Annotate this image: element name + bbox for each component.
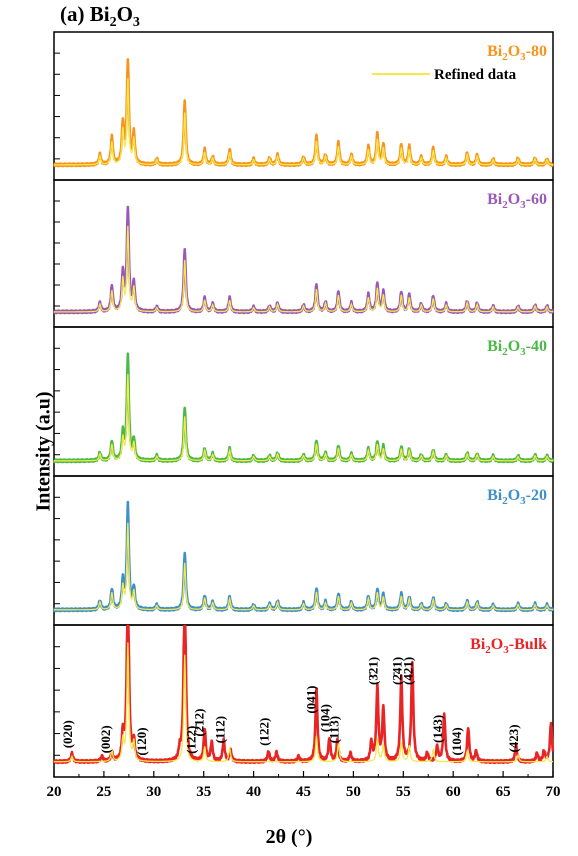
chart-title: (a) Bi2O3 bbox=[60, 2, 140, 31]
peak-index-label: (122) bbox=[184, 726, 199, 754]
x-tick-label: 65 bbox=[496, 784, 511, 800]
peak-index-label: (421) bbox=[400, 657, 415, 685]
x-tick-label: 60 bbox=[446, 784, 461, 800]
refined-line-0 bbox=[54, 77, 554, 166]
x-tick-label: 25 bbox=[96, 784, 111, 800]
refined-line-1 bbox=[54, 225, 554, 313]
peak-index-label: (3̄21) bbox=[365, 657, 380, 685]
panel-label-4: Bi2O3-Bulk bbox=[470, 636, 547, 656]
panel-label-1: Bi2O3-60 bbox=[487, 191, 547, 211]
x-tick-label: 30 bbox=[146, 784, 161, 800]
panel-label-0: Bi2O3-80 bbox=[487, 43, 547, 63]
peak-index-label: (143) bbox=[430, 715, 445, 743]
panel-label-2: Bi2O3-40 bbox=[487, 338, 547, 358]
refined-line-2 bbox=[53, 373, 554, 462]
peak-index-label: (104) bbox=[317, 704, 332, 732]
peak-index-label: (2̄41) bbox=[389, 657, 404, 685]
peak-index-label: (113) bbox=[326, 716, 341, 743]
panel-label-3: Bi2O3-20 bbox=[487, 487, 547, 507]
legend-label: Refined data bbox=[434, 67, 517, 83]
x-tick-label: 40 bbox=[246, 784, 261, 800]
x-tick-label: 35 bbox=[196, 784, 211, 800]
x-axis-label: 2θ (°) bbox=[265, 826, 313, 848]
series-line-4 bbox=[52, 624, 555, 765]
peak-index-label: (120) bbox=[134, 727, 149, 755]
x-tick-label: 70 bbox=[546, 784, 561, 800]
peak-index-label: (112) bbox=[213, 716, 228, 743]
x-tick-label: 50 bbox=[346, 784, 361, 800]
peak-index-label: (104) bbox=[449, 727, 464, 755]
x-tick-label: 20 bbox=[47, 784, 62, 800]
x-tick-label: 55 bbox=[396, 784, 411, 800]
peak-index-label: (2̄12) bbox=[192, 708, 207, 736]
peak-index-label: (423) bbox=[506, 724, 521, 752]
x-tick-label: 45 bbox=[296, 784, 311, 800]
peak-index-label: (041) bbox=[303, 685, 318, 713]
peak-index-label: (020) bbox=[60, 720, 75, 748]
peak-index-label: (002) bbox=[98, 725, 113, 753]
refined-line-4 bbox=[54, 642, 554, 763]
peak-index-label: (122) bbox=[257, 718, 272, 746]
refined-line-3 bbox=[54, 522, 554, 611]
